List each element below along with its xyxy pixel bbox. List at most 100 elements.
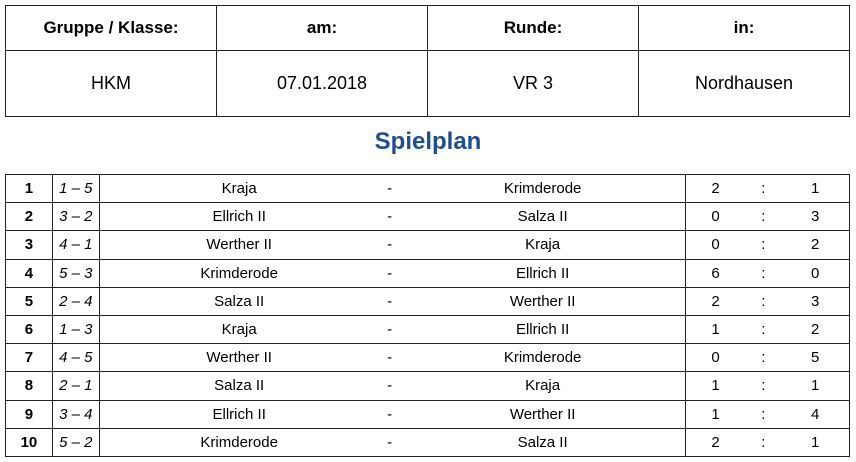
pairing: 3 – 2 bbox=[52, 202, 100, 232]
home-team: Kraja bbox=[99, 173, 379, 204]
away-team: Werther II bbox=[400, 286, 686, 316]
away-team: Krimderode bbox=[400, 343, 686, 373]
pairing: 2 – 1 bbox=[52, 371, 100, 401]
score-colon: : bbox=[745, 314, 782, 345]
game-number: 5 bbox=[5, 286, 53, 316]
away-team: Ellrich II bbox=[400, 258, 686, 288]
game-number: 6 bbox=[5, 314, 53, 345]
home-team: Salza II bbox=[99, 371, 379, 401]
away-score: 5 bbox=[781, 343, 851, 373]
game-number: 8 bbox=[5, 371, 53, 401]
home-team: Ellrich II bbox=[99, 399, 379, 429]
away-score: 3 bbox=[781, 286, 851, 316]
away-team: Kraja bbox=[400, 230, 686, 260]
separator: - bbox=[378, 202, 401, 232]
score-colon: : bbox=[745, 173, 782, 204]
game-number: 7 bbox=[5, 343, 53, 373]
away-score: 1 bbox=[781, 427, 851, 457]
match-info-table: Gruppe / Klasse: am: Runde: in: HKM 07.0… bbox=[5, 5, 850, 117]
home-score: 2 bbox=[685, 286, 746, 316]
pairing: 1 – 3 bbox=[52, 314, 100, 345]
round-label: Runde: bbox=[427, 5, 639, 51]
home-score: 0 bbox=[685, 343, 746, 373]
away-score: 2 bbox=[781, 230, 851, 260]
pairing: 4 – 5 bbox=[52, 343, 100, 373]
pairing: 1 – 5 bbox=[52, 173, 100, 204]
separator: - bbox=[378, 427, 401, 457]
away-score: 3 bbox=[781, 202, 851, 232]
score-colon: : bbox=[745, 371, 782, 401]
score-colon: : bbox=[745, 202, 782, 232]
game-number: 3 bbox=[5, 230, 53, 260]
round-value: VR 3 bbox=[427, 50, 639, 117]
game-number: 2 bbox=[5, 202, 53, 232]
home-team: Krimderode bbox=[99, 427, 379, 457]
away-team: Salza II bbox=[400, 202, 686, 232]
away-team: Krimderode bbox=[400, 173, 686, 204]
home-team: Krimderode bbox=[99, 258, 379, 288]
score-colon: : bbox=[745, 399, 782, 429]
away-score: 1 bbox=[781, 173, 851, 204]
home-team: Werther II bbox=[99, 230, 379, 260]
table-row: 10 5 – 2 Krimderode - Salza II 2:1 bbox=[5, 427, 851, 457]
home-team: Ellrich II bbox=[99, 202, 379, 232]
separator: - bbox=[378, 314, 401, 345]
date-label: am: bbox=[216, 5, 428, 51]
location-value: Nordhausen bbox=[638, 50, 850, 117]
score-colon: : bbox=[745, 258, 782, 288]
separator: - bbox=[378, 399, 401, 429]
home-team: Salza II bbox=[99, 286, 379, 316]
separator: - bbox=[378, 371, 401, 401]
pairing: 5 – 2 bbox=[52, 427, 100, 457]
game-number: 1 bbox=[5, 173, 53, 204]
score-colon: : bbox=[745, 230, 782, 260]
away-score: 2 bbox=[781, 314, 851, 345]
away-team: Werther II bbox=[400, 399, 686, 429]
score-colon: : bbox=[745, 427, 782, 457]
game-number: 10 bbox=[5, 427, 53, 457]
separator: - bbox=[378, 343, 401, 373]
game-number: 9 bbox=[5, 399, 53, 429]
away-team: Salza II bbox=[400, 427, 686, 457]
home-score: 1 bbox=[685, 371, 746, 401]
home-score: 2 bbox=[685, 173, 746, 204]
separator: - bbox=[378, 230, 401, 260]
home-score: 1 bbox=[685, 399, 746, 429]
page-title: Spielplan bbox=[374, 128, 482, 155]
home-team: Werther II bbox=[99, 343, 379, 373]
pairing: 3 – 4 bbox=[52, 399, 100, 429]
location-label: in: bbox=[638, 5, 850, 51]
away-score: 0 bbox=[781, 258, 851, 288]
away-score: 4 bbox=[781, 399, 851, 429]
separator: - bbox=[378, 286, 401, 316]
home-score: 0 bbox=[685, 230, 746, 260]
game-number: 4 bbox=[5, 258, 53, 288]
pairing: 4 – 1 bbox=[52, 230, 100, 260]
pairing: 2 – 4 bbox=[52, 286, 100, 316]
date-value: 07.01.2018 bbox=[216, 50, 428, 117]
away-score: 1 bbox=[781, 371, 851, 401]
home-team: Kraja bbox=[99, 314, 379, 345]
separator: - bbox=[378, 173, 401, 204]
group-value: HKM bbox=[5, 50, 217, 117]
home-score: 2 bbox=[685, 427, 746, 457]
home-score: 1 bbox=[685, 314, 746, 345]
pairing: 5 – 3 bbox=[52, 258, 100, 288]
home-score: 0 bbox=[685, 202, 746, 232]
separator: - bbox=[378, 258, 401, 288]
group-label: Gruppe / Klasse: bbox=[5, 5, 217, 51]
away-team: Kraja bbox=[400, 371, 686, 401]
away-team: Ellrich II bbox=[400, 314, 686, 345]
home-score: 6 bbox=[685, 258, 746, 288]
score-colon: : bbox=[745, 286, 782, 316]
